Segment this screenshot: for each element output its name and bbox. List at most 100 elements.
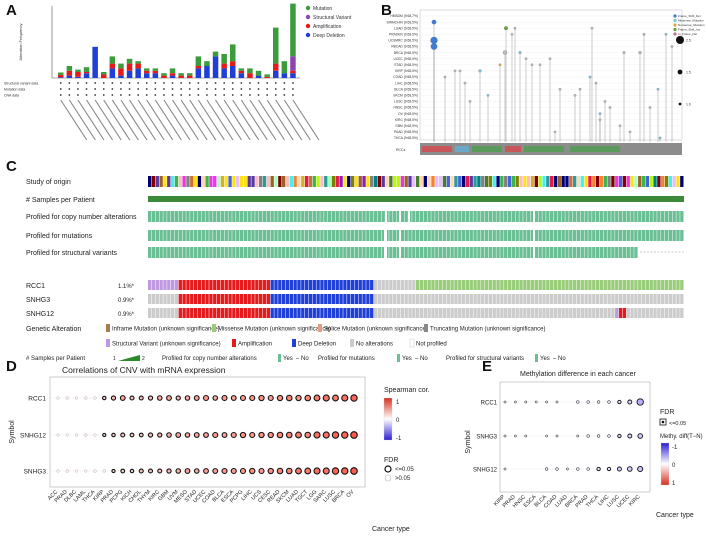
- panel-c-gene-cell: [634, 294, 638, 304]
- panel-c-sv-cell: [530, 247, 535, 258]
- panel-d-dot-3-8: [120, 468, 126, 474]
- panel-c-sv-cell: [454, 247, 458, 258]
- panel-c-sv-cell: [519, 247, 523, 258]
- panel-c-gene-cell: [511, 308, 516, 318]
- panel-c-gene-cell: [228, 294, 232, 304]
- panel-c-study-cell: [527, 176, 531, 187]
- panel-a-bar-7-amp: [109, 63, 116, 69]
- panel-c-gene-cell: [546, 280, 550, 290]
- panel-c-gene-cell: [389, 280, 393, 290]
- panel-d-dot-3-20: [230, 467, 237, 475]
- panel-b-lollipop-2: [430, 36, 438, 45]
- panel-d-dot-1-5: [93, 396, 97, 400]
- panel-c-gene-cell: [304, 294, 309, 304]
- panel-a-legend-swatch-2: [305, 14, 311, 20]
- panel-d-dot-1-9: [129, 395, 135, 401]
- panel-d-symbol-2: SNHG12: [20, 433, 46, 440]
- panel-a-row-dot: [59, 82, 62, 84]
- panel-c-gene-cell: [312, 280, 316, 290]
- panel-c-legend-cna-no: – No: [296, 356, 309, 362]
- panel-c-study-cell: [435, 176, 439, 187]
- panel-c-study-cell: [201, 176, 205, 187]
- panel-c-study-cell: [343, 176, 347, 187]
- panel-c-study-cell: [458, 176, 462, 187]
- panel-c-gene-cell: [599, 308, 604, 318]
- panel-c-mut-cell: [412, 230, 416, 241]
- panel-d-fdr-item-2: >0.05: [395, 476, 411, 482]
- panel-c-sv-cell: [377, 247, 382, 258]
- panel-c-cna-cell: [220, 211, 225, 222]
- panel-c-gene-cell: [274, 308, 278, 318]
- panel-c-cna-cell: [282, 211, 286, 222]
- panel-a-row-dot: [283, 94, 286, 96]
- panel-c-gene-cell: [255, 294, 259, 304]
- panel-c-sv-cell: [461, 247, 466, 258]
- panel-c-mut-cell: [546, 230, 550, 241]
- panel-c-study-track: [148, 176, 684, 187]
- panel-c-gene-cell: [377, 308, 382, 318]
- panel-c-gene-cell: [649, 294, 653, 304]
- panel-c-gene-cell: [339, 308, 343, 318]
- panel-d-dot-1-28: [304, 394, 312, 402]
- panel-a-x-label-21: [232, 99, 260, 141]
- panel-c-cna-cell: [243, 211, 248, 222]
- panel-a-bar-1-del: [58, 77, 64, 78]
- panel-c-gene-cell: [427, 308, 431, 318]
- panel-c-gene-cell: [182, 294, 186, 304]
- panel-a-x-label-14: [172, 99, 200, 141]
- panel-c-mut-cell: [285, 230, 290, 241]
- panel-a-bar-15-amp: [178, 75, 184, 78]
- panel-c-mut-cell: [404, 230, 408, 241]
- panel-a-bar-21-del: [230, 66, 236, 78]
- panel-c-cna-cell: [546, 211, 550, 222]
- panel-c-gene-cell: [362, 308, 366, 318]
- panel-c-gene-cell: [358, 294, 362, 304]
- panel-e-cancer-6: COAD: [543, 494, 558, 509]
- panel-c-legend-mut-label: Profiled for mutations: [318, 356, 375, 362]
- panel-c-sv-cell: [634, 247, 638, 258]
- panel-c-gene-cell: [216, 308, 221, 318]
- panel-c-gene-cell: [400, 308, 405, 318]
- panel-c-sv-cell: [282, 247, 286, 258]
- panel-c-gene-cell: [546, 308, 550, 318]
- panel-c-study-cell: [297, 176, 301, 187]
- panel-d-dot-1-24: [267, 394, 274, 402]
- panel-b-gene-label-20: PAAD (9:68,5%): [394, 130, 418, 134]
- panel-a-bar-1-amp: [58, 74, 64, 78]
- panel-d-dot-1-3: [74, 396, 79, 400]
- panel-b-lollipop-28: [573, 93, 577, 97]
- panel-c-sv-cell: [274, 247, 278, 258]
- panel-c-gene-cell: [274, 280, 278, 290]
- panel-c-gene-cell: [427, 294, 431, 304]
- panel-d-dot-2-13: [166, 432, 172, 438]
- panel-c-gene-cell: [615, 294, 619, 304]
- panel-c-gene-cell: [148, 294, 152, 304]
- panel-c-sv-cell: [331, 247, 336, 258]
- panel-c-study-cell: [546, 176, 550, 187]
- panel-e-legend-tick-2: 0: [672, 463, 676, 469]
- panel-c-cna-cell: [224, 211, 228, 222]
- panel-a-x-label-17: [197, 99, 225, 141]
- panel-a-row-dot: [214, 94, 217, 96]
- panel-d-cancer-7: PRAD: [100, 489, 115, 504]
- panel-c-study-cell: [151, 176, 156, 187]
- panel-c-gene-cell: [557, 308, 561, 318]
- panel-c-mut-cell: [163, 230, 167, 241]
- panel-c-gene-cell: [519, 294, 523, 304]
- panel-d-cancer-18: COAD: [201, 489, 216, 504]
- panel-a-row-dot: [180, 88, 183, 90]
- panel-c-gene-cell: [668, 308, 673, 318]
- panel-c-gene-cell: [680, 280, 684, 290]
- panel-a-bar-3-del: [75, 76, 81, 78]
- panel-c-track-label-2: # Samples per Patient: [26, 197, 95, 204]
- panel-c-gene-cell: [370, 294, 374, 304]
- panel-c-gene-cell: [186, 280, 190, 290]
- panel-d-dot-1-20: [230, 395, 237, 401]
- panel-c-gene-cell: [638, 308, 642, 318]
- panel-c-mut-cell: [343, 230, 347, 241]
- panel-e-cancer-7: LUAD: [554, 494, 569, 509]
- panel-c-study-cell: [220, 176, 225, 187]
- panel-b-lollipop-23: [558, 87, 562, 91]
- panel-c-gene-cell: [542, 308, 546, 318]
- panel-d-dot-1-12: [156, 395, 163, 401]
